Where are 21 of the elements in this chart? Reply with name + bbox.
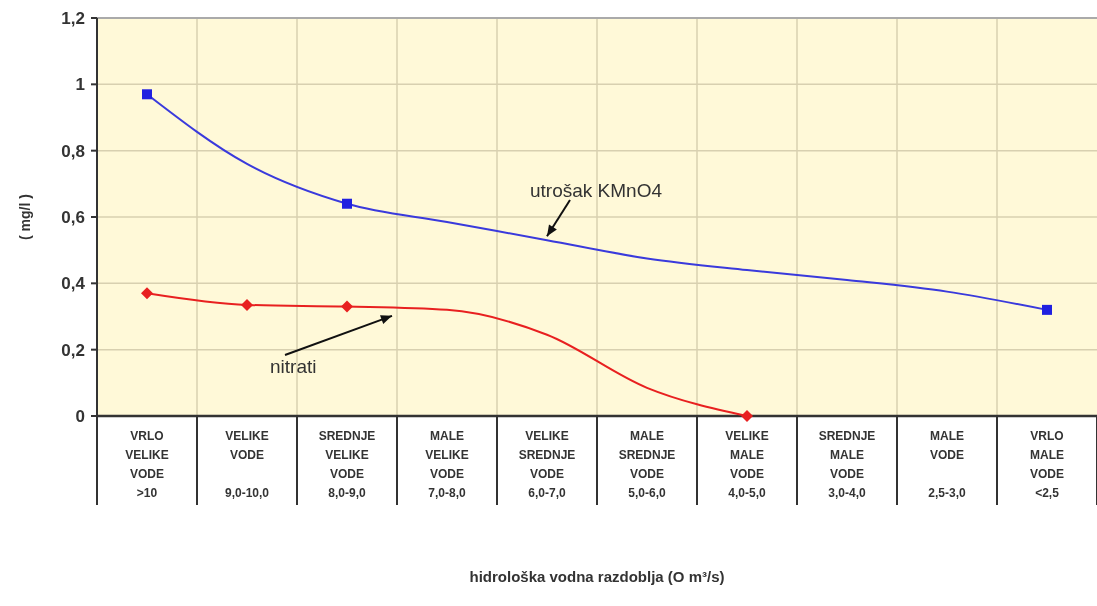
category-label: VELIKE VODE 9,0-10,0 xyxy=(224,429,270,500)
series-label: utrošak KMnO4 xyxy=(530,180,663,201)
x-tick-label: VELIKE SREDNJE VODE 6,0-7,0 xyxy=(518,429,576,500)
text: nitrati xyxy=(270,356,317,377)
y-tick-label: 0,8 xyxy=(61,141,85,161)
category-label: MALE VODE 2,5-3,0 xyxy=(928,429,966,500)
y-tick-label: 1 xyxy=(75,75,85,95)
y-tick-label: 0,4 xyxy=(61,274,86,294)
x-tick-label: VRLO VELIKE VODE >10 xyxy=(125,429,169,500)
x-axis-title: hidrološka vodna razdoblja (O m³/s) xyxy=(469,568,725,585)
y-tick-label: 0,6 xyxy=(61,207,85,227)
y-axis-title: ( mg/l ) xyxy=(17,194,33,240)
x-tick-label: MALE SREDNJE VODE 5,0-6,0 xyxy=(618,429,676,500)
y-tick-label: 0,2 xyxy=(61,340,85,360)
x-tick-label: MALE VELIKE VODE 7,0-8,0 xyxy=(425,429,469,500)
x-tick-label: SREDNJE VELIKE VODE 8,0-9,0 xyxy=(318,429,376,500)
x-tick-label: VELIKE MALE VODE 4,0-5,0 xyxy=(725,429,769,500)
x-tick-label: SREDNJE MALE VODE 3,0-4,0 xyxy=(818,429,876,500)
y-tick-label: 0 xyxy=(75,406,85,426)
x-tick-label: VRLO MALE VODE <2,5 xyxy=(1029,429,1065,500)
y-tick-label: 1,2 xyxy=(61,8,85,28)
